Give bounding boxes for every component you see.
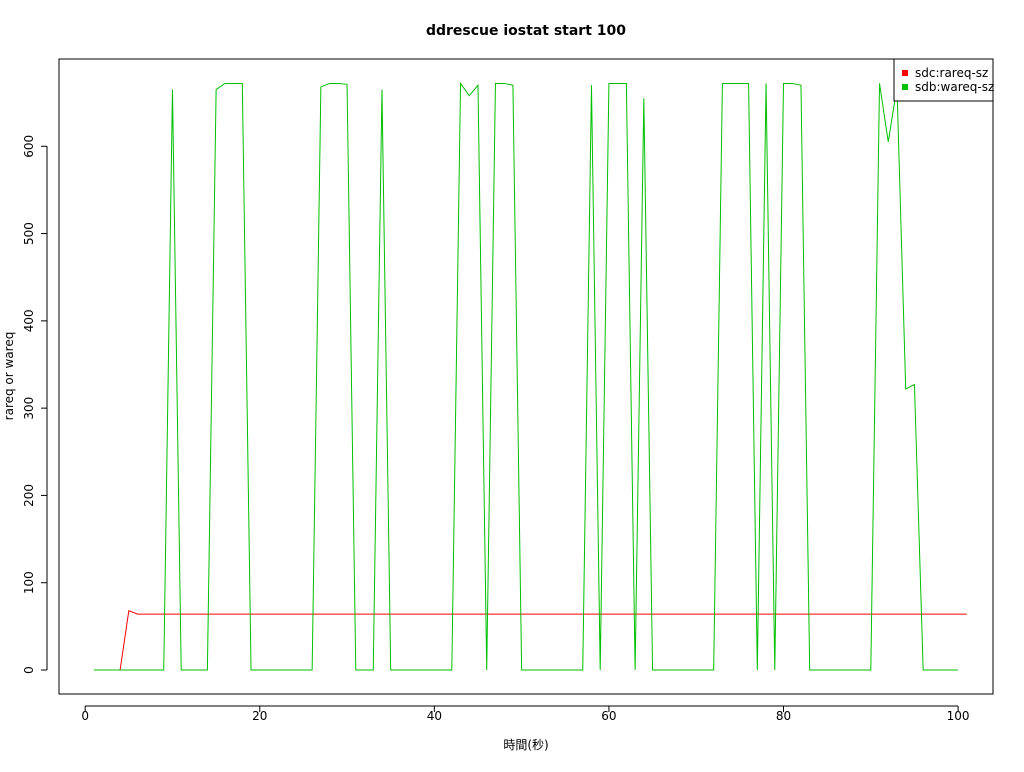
y-axis-label: rareq or wareq — [2, 332, 16, 421]
y-tick-label: 200 — [22, 484, 36, 507]
x-axis-label: 時間(秒) — [503, 738, 548, 752]
plot-frame — [58, 58, 994, 695]
x-tick-label: 0 — [81, 709, 89, 723]
series-line — [102, 609, 967, 671]
x-tick-label: 100 — [947, 709, 970, 723]
y-tick-label: 0 — [22, 666, 36, 674]
legend-swatch — [902, 70, 908, 76]
y-tick-label: 600 — [22, 135, 36, 158]
y-tick-label: 400 — [22, 309, 36, 332]
chart-title: ddrescue iostat start 100 — [426, 23, 626, 39]
y-tick-label: 100 — [22, 571, 36, 594]
series-line — [93, 81, 959, 671]
x-tick-label: 40 — [427, 709, 442, 723]
x-tick-label: 60 — [601, 709, 616, 723]
y-tick-label: 500 — [22, 222, 36, 245]
x-tick-label: 80 — [776, 709, 791, 723]
legend-box — [893, 58, 994, 102]
legend-swatch — [902, 84, 908, 90]
legend-label: sdc:rareq-sz — [915, 66, 988, 80]
y-tick-label: 300 — [22, 397, 36, 420]
legend-label: sdb:wareq-sz — [915, 80, 994, 94]
x-tick-label: 20 — [252, 709, 267, 723]
